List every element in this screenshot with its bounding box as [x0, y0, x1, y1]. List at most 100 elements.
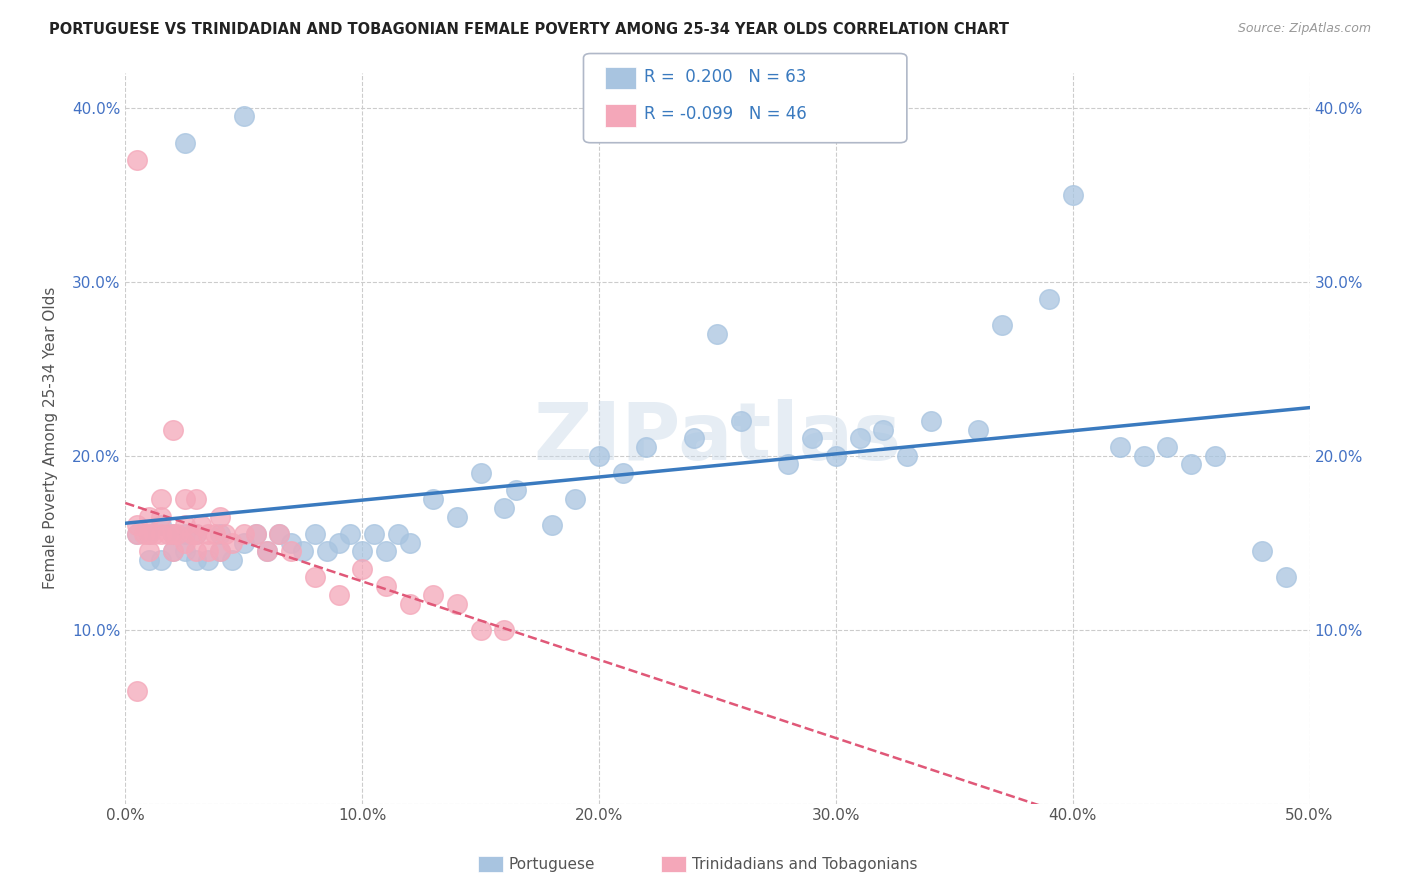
Point	[127, 683, 149, 698]
Point	[232, 535, 254, 549]
Point	[173, 136, 195, 150]
Point	[162, 544, 184, 558]
Point	[127, 527, 149, 541]
Point	[162, 423, 184, 437]
Point	[1132, 449, 1154, 463]
Point	[197, 553, 219, 567]
Point	[682, 431, 704, 445]
Text: Portuguese: Portuguese	[509, 857, 596, 871]
Point	[848, 431, 870, 445]
Point	[173, 544, 195, 558]
Point	[209, 544, 232, 558]
Point	[339, 527, 361, 541]
Point	[221, 535, 243, 549]
Point	[180, 527, 202, 541]
Point	[896, 449, 918, 463]
Point	[173, 492, 195, 507]
Point	[990, 318, 1012, 333]
Point	[422, 588, 444, 602]
Point	[1038, 292, 1060, 306]
Point	[446, 597, 468, 611]
Point	[920, 414, 942, 428]
Point	[138, 527, 160, 541]
Point	[186, 527, 208, 541]
Point	[149, 518, 172, 533]
Point	[588, 449, 610, 463]
Point	[494, 500, 516, 515]
Point	[127, 527, 149, 541]
Point	[494, 623, 516, 637]
Point	[197, 544, 219, 558]
Point	[173, 527, 195, 541]
Point	[778, 458, 800, 472]
Point	[1180, 458, 1202, 472]
Point	[186, 544, 208, 558]
Point	[363, 527, 385, 541]
Point	[209, 527, 232, 541]
Point	[186, 553, 208, 567]
Text: R = -0.099   N = 46: R = -0.099 N = 46	[644, 105, 807, 123]
Point	[138, 509, 160, 524]
Point	[1251, 544, 1274, 558]
Point	[352, 562, 374, 576]
Point	[138, 553, 160, 567]
Y-axis label: Female Poverty Among 25-34 Year Olds: Female Poverty Among 25-34 Year Olds	[44, 287, 58, 590]
Point	[142, 527, 165, 541]
Text: PORTUGUESE VS TRINIDADIAN AND TOBAGONIAN FEMALE POVERTY AMONG 25-34 YEAR OLDS CO: PORTUGUESE VS TRINIDADIAN AND TOBAGONIAN…	[49, 22, 1010, 37]
Point	[149, 509, 172, 524]
Point	[173, 535, 195, 549]
Point	[197, 527, 219, 541]
Point	[304, 527, 326, 541]
Point	[232, 110, 254, 124]
Point	[636, 440, 658, 454]
Point	[245, 527, 267, 541]
Point	[505, 483, 527, 498]
Point	[162, 527, 184, 541]
Point	[470, 623, 492, 637]
Point	[291, 544, 314, 558]
Point	[190, 518, 212, 533]
Point	[374, 579, 396, 593]
Point	[232, 527, 254, 541]
Text: ZIPatlas: ZIPatlas	[533, 400, 901, 477]
Point	[374, 544, 396, 558]
Point	[446, 509, 468, 524]
Point	[134, 527, 156, 541]
Point	[162, 544, 184, 558]
Point	[470, 466, 492, 480]
Point	[422, 492, 444, 507]
Point	[256, 544, 278, 558]
Point	[967, 423, 990, 437]
Point	[221, 553, 243, 567]
Point	[156, 527, 179, 541]
Point	[304, 570, 326, 584]
Point	[162, 527, 184, 541]
Point	[280, 535, 302, 549]
Point	[166, 527, 188, 541]
Text: Trinidadians and Tobagonians: Trinidadians and Tobagonians	[692, 857, 917, 871]
Text: R =  0.200   N = 63: R = 0.200 N = 63	[644, 68, 806, 86]
Point	[387, 527, 409, 541]
Point	[1156, 440, 1178, 454]
Point	[1062, 187, 1084, 202]
Point	[149, 553, 172, 567]
Point	[352, 544, 374, 558]
Point	[138, 544, 160, 558]
Point	[149, 527, 172, 541]
Point	[138, 527, 160, 541]
Point	[186, 527, 208, 541]
Point	[214, 527, 236, 541]
Point	[1109, 440, 1132, 454]
Point	[706, 326, 728, 341]
Point	[824, 449, 846, 463]
Point	[149, 492, 172, 507]
Point	[872, 423, 894, 437]
Point	[269, 527, 291, 541]
Point	[564, 492, 586, 507]
Point	[801, 431, 824, 445]
Point	[209, 544, 232, 558]
Point	[173, 518, 195, 533]
Point	[730, 414, 752, 428]
Point	[204, 527, 226, 541]
Point	[398, 597, 420, 611]
